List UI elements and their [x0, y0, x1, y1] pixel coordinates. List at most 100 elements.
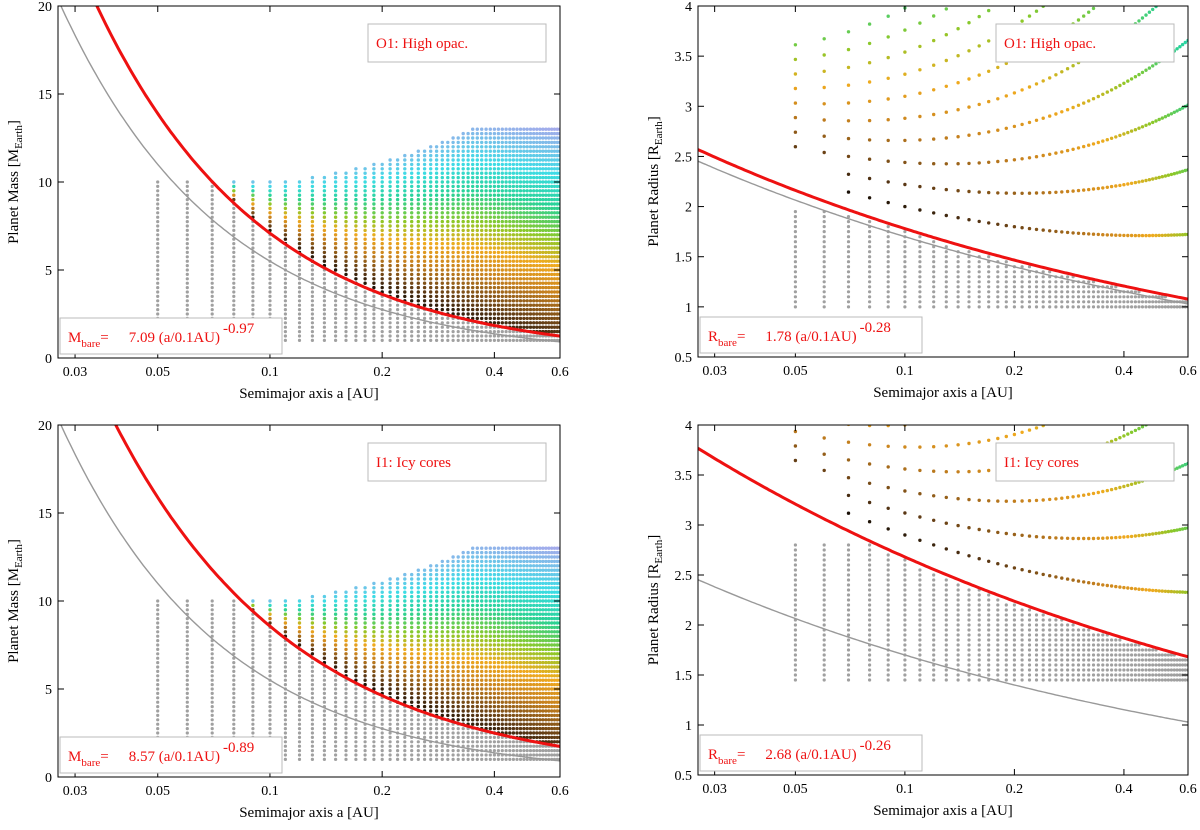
bare-core-point	[452, 736, 455, 739]
envelope-point	[918, 45, 921, 48]
envelope-point	[381, 608, 384, 611]
bare-core-point	[284, 339, 287, 342]
envelope-point	[457, 560, 460, 563]
envelope-point	[501, 727, 504, 730]
envelope-point	[508, 277, 511, 280]
envelope-point	[462, 246, 465, 249]
envelope-point	[480, 709, 483, 712]
envelope-point	[476, 145, 479, 148]
envelope-point	[410, 277, 413, 280]
envelope-point	[489, 586, 492, 589]
envelope-point	[446, 233, 449, 236]
envelope-point	[334, 180, 337, 183]
envelope-point	[466, 617, 469, 620]
envelope-point	[441, 652, 444, 655]
bare-core-point	[381, 304, 384, 307]
envelope-point	[484, 255, 487, 258]
x-tick-label: 0.03	[702, 364, 727, 379]
bare-core-point	[476, 758, 479, 761]
envelope-point	[429, 683, 432, 686]
envelope-point	[508, 295, 511, 298]
envelope-point	[429, 665, 432, 668]
bare-core-point	[957, 305, 960, 308]
bare-core-point	[156, 273, 159, 276]
envelope-point	[410, 630, 413, 633]
bare-core-point	[284, 273, 287, 276]
bare-core-point	[156, 242, 159, 245]
envelope-point	[1118, 234, 1121, 237]
bare-core-point	[251, 674, 254, 677]
plot-area	[58, 293, 562, 761]
envelope-point	[410, 233, 413, 236]
envelope-point	[429, 189, 432, 192]
bare-core-point	[435, 317, 438, 320]
envelope-point	[372, 639, 375, 642]
envelope-point	[298, 630, 301, 633]
envelope-point	[497, 145, 500, 148]
bare-core-point	[354, 308, 357, 311]
bare-core-point	[823, 220, 826, 223]
envelope-point	[381, 582, 384, 585]
envelope-point	[489, 233, 492, 236]
envelope-point	[547, 264, 550, 267]
bare-core-point	[423, 736, 426, 739]
bare-core-point	[354, 745, 357, 748]
envelope-point	[423, 242, 426, 245]
envelope-point	[388, 670, 391, 673]
bare-core-point	[298, 308, 301, 311]
envelope-point	[529, 189, 532, 192]
bare-core-point	[932, 300, 935, 303]
bare-core-point	[268, 661, 271, 664]
bare-core-point	[441, 736, 444, 739]
bare-core-point	[232, 687, 235, 690]
bare-core-point	[389, 758, 392, 761]
envelope-point	[522, 326, 525, 329]
envelope-point	[480, 643, 483, 646]
envelope-point	[497, 229, 500, 232]
envelope-point	[493, 260, 496, 263]
envelope-point	[410, 282, 413, 285]
envelope-point	[847, 173, 850, 176]
envelope-point	[344, 643, 347, 646]
bare-core-point	[186, 180, 189, 183]
bare-core-point	[344, 696, 347, 699]
envelope-point	[526, 264, 529, 267]
envelope-point	[497, 255, 500, 258]
envelope-point	[471, 547, 474, 550]
bare-core-point	[284, 674, 287, 677]
envelope-point	[868, 100, 871, 103]
bare-core-point	[156, 308, 159, 311]
envelope-point	[388, 679, 391, 682]
envelope-point	[987, 161, 990, 164]
bare-core-point	[298, 723, 301, 726]
bare-core-point	[1110, 305, 1113, 308]
envelope-point	[268, 189, 271, 192]
envelope-point	[522, 304, 525, 307]
envelope-point	[1126, 234, 1129, 237]
envelope-point	[529, 167, 532, 170]
bare-core-point	[211, 626, 214, 629]
envelope-point	[372, 264, 375, 267]
bare-core-point	[284, 260, 287, 263]
envelope-point	[344, 194, 347, 197]
envelope-point	[403, 674, 406, 677]
envelope-point	[541, 154, 544, 157]
bare-core-point	[344, 317, 347, 320]
bare-core-point	[284, 661, 287, 664]
envelope-point	[493, 167, 496, 170]
envelope-point	[441, 246, 444, 249]
bare-core-point	[251, 268, 254, 271]
envelope-point	[284, 189, 287, 192]
envelope-point	[493, 714, 496, 717]
envelope-point	[451, 180, 454, 183]
bare-core-point	[932, 305, 935, 308]
bare-core-point	[996, 300, 999, 303]
envelope-point	[480, 176, 483, 179]
envelope-point	[403, 246, 406, 249]
bare-core-point	[1072, 295, 1075, 298]
bare-core-point	[957, 295, 960, 298]
bare-core-point	[887, 290, 890, 293]
bare-core-point	[847, 260, 850, 263]
envelope-point	[268, 608, 271, 611]
bare-core-point	[354, 753, 357, 756]
